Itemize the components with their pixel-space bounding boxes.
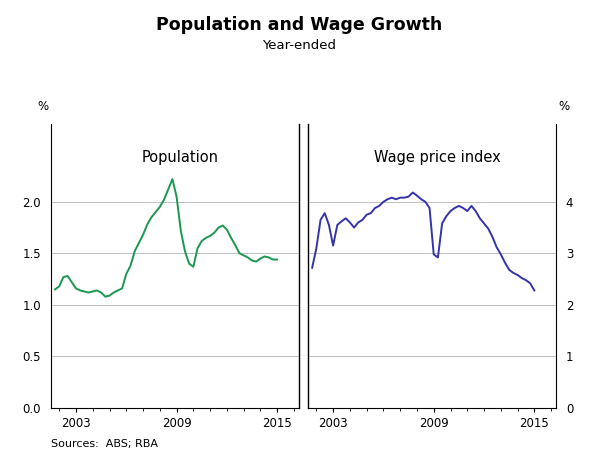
Text: %: % <box>559 100 570 113</box>
Text: Year-ended: Year-ended <box>262 39 336 52</box>
Text: Population: Population <box>141 150 218 165</box>
Text: Wage price index: Wage price index <box>374 150 501 165</box>
Text: %: % <box>37 100 48 113</box>
Text: Sources:  ABS; RBA: Sources: ABS; RBA <box>51 439 158 449</box>
Text: Population and Wage Growth: Population and Wage Growth <box>156 16 442 34</box>
